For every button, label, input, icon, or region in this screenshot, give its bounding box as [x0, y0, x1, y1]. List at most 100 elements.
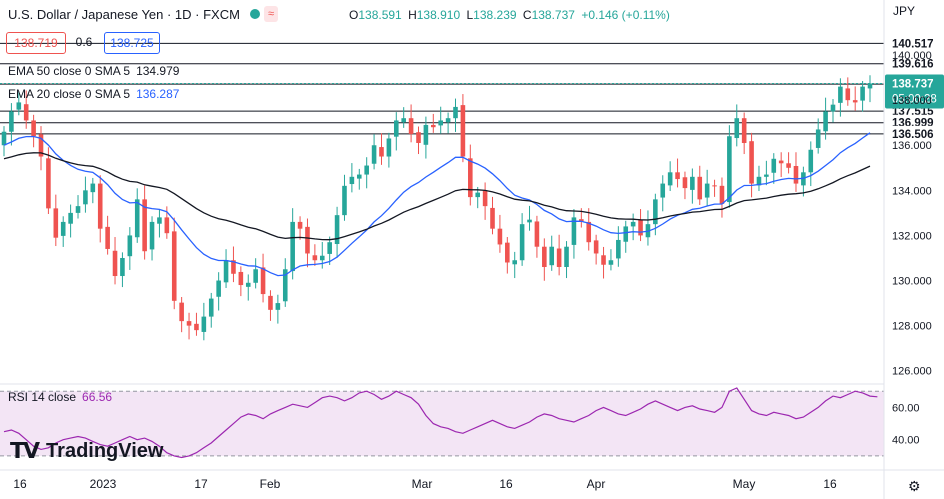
candle-body [349, 176, 355, 185]
candle-body [120, 257, 125, 277]
symbol-title[interactable]: U.S. Dollar / Japanese Yen · 1D · FXCM [8, 6, 240, 22]
high-value: 138.910 [416, 8, 461, 22]
rsi-tick-label: 40.00 [892, 435, 920, 447]
candle-body [127, 235, 133, 257]
candle-body [334, 215, 340, 245]
candle-body [68, 212, 73, 224]
candle-body [764, 174, 769, 177]
level-label-bg [885, 55, 944, 72]
settings-gear-icon[interactable]: ⚙ [908, 478, 921, 494]
tradingview-logo: 𝗧𝗩 TradingView [10, 438, 164, 464]
candle-body [386, 138, 392, 157]
ema50-value: 134.979 [136, 64, 180, 78]
last-price-label: 138.737 [892, 79, 934, 91]
candle-body [438, 120, 443, 126]
currency-label[interactable]: JPY [893, 4, 916, 18]
tradingview-mark-icon: 𝗧𝗩 [10, 438, 40, 463]
bar-countdown-label: 05:00:28 [892, 94, 937, 106]
price-tick-label: 126.000 [892, 366, 932, 378]
candle-body [171, 231, 177, 301]
ema50-label: EMA 50 close 0 SMA 5 [8, 64, 131, 78]
candle-body [771, 158, 777, 173]
buy-button[interactable]: 138.725 [104, 32, 160, 54]
symbol-header[interactable]: U.S. Dollar / Japanese Yen · 1D · FXCM ≈ [8, 6, 278, 22]
candle-body [830, 104, 836, 112]
candle-body [31, 120, 36, 137]
candle-body [571, 217, 577, 245]
candle-body [393, 120, 399, 137]
candle-body [527, 219, 532, 223]
candle-body [201, 316, 207, 332]
ema50-legend[interactable]: EMA 50 close 0 SMA 5 134.979 [8, 64, 179, 78]
time-tick-label: Apr [587, 477, 606, 491]
candle-body [564, 246, 569, 268]
candle-body [245, 282, 251, 287]
candle-body [379, 147, 384, 157]
candle-body [749, 141, 754, 184]
candle-body [46, 158, 51, 209]
candle-body [616, 239, 621, 259]
candle-body [186, 321, 192, 326]
last-price-badge [885, 74, 944, 109]
candle-body [149, 221, 155, 250]
ema20-line [3, 132, 871, 277]
open-value: 138.591 [358, 8, 402, 22]
candle-body [786, 163, 791, 168]
candle-body [860, 86, 865, 101]
rsi-legend[interactable]: RSI 14 close 66.56 [8, 390, 112, 404]
level-label: 136.506 [892, 129, 934, 141]
level-label-bg [885, 125, 944, 142]
candle-body [497, 228, 503, 245]
candle-body [105, 226, 110, 249]
candle-body [445, 118, 451, 123]
candle-body [253, 269, 258, 283]
candle-body [542, 246, 547, 268]
candle-body [852, 100, 858, 103]
level-label-bg [885, 35, 944, 52]
candle-body [97, 183, 103, 229]
candle-body [808, 149, 814, 173]
candle-body [727, 136, 732, 203]
sell-button[interactable]: 138.719 [6, 32, 66, 54]
candle-body [290, 221, 295, 272]
price-tick-label: 140.000 [892, 50, 932, 62]
time-tick-label: 16 [13, 477, 27, 491]
tradingview-wordmark: TradingView [46, 439, 164, 462]
candle-body [260, 267, 266, 295]
candle-body [741, 118, 747, 143]
candle-body [704, 183, 710, 198]
candle-body [823, 111, 828, 132]
candle-body [838, 86, 843, 103]
candle-body [23, 104, 29, 121]
candle-body [608, 260, 614, 265]
price-tick-label: 136.000 [892, 140, 932, 152]
candle-body [734, 118, 740, 139]
candle-body [623, 226, 629, 242]
price-tick-label: 130.000 [892, 276, 932, 288]
candle-body [179, 302, 184, 322]
candle-body [53, 208, 59, 238]
ema20-legend[interactable]: EMA 20 close 0 SMA 5 136.287 [8, 87, 179, 101]
candle-body [208, 298, 214, 317]
ohlc-readout: O138.591 H138.910 L138.239 C138.737 +0.1… [349, 8, 670, 22]
time-tick-label: May [733, 477, 756, 491]
candle-body [453, 106, 458, 119]
candle-body [60, 221, 66, 236]
candle-body [490, 207, 495, 229]
price-tick-label: 128.000 [892, 321, 932, 333]
candle-body [216, 280, 221, 297]
candle-body [556, 248, 562, 268]
level-label: 139.616 [892, 59, 934, 71]
candle-body [75, 206, 81, 213]
time-tick-label: 16 [499, 477, 513, 491]
candle-body [675, 172, 680, 180]
candle-body [712, 185, 717, 187]
time-tick-label: 16 [823, 477, 837, 491]
candle-body [268, 295, 273, 310]
candle-body [682, 177, 688, 189]
candle-body [667, 172, 673, 186]
candle-body [371, 145, 377, 164]
candle-body [793, 165, 799, 184]
candle-body [38, 134, 44, 157]
